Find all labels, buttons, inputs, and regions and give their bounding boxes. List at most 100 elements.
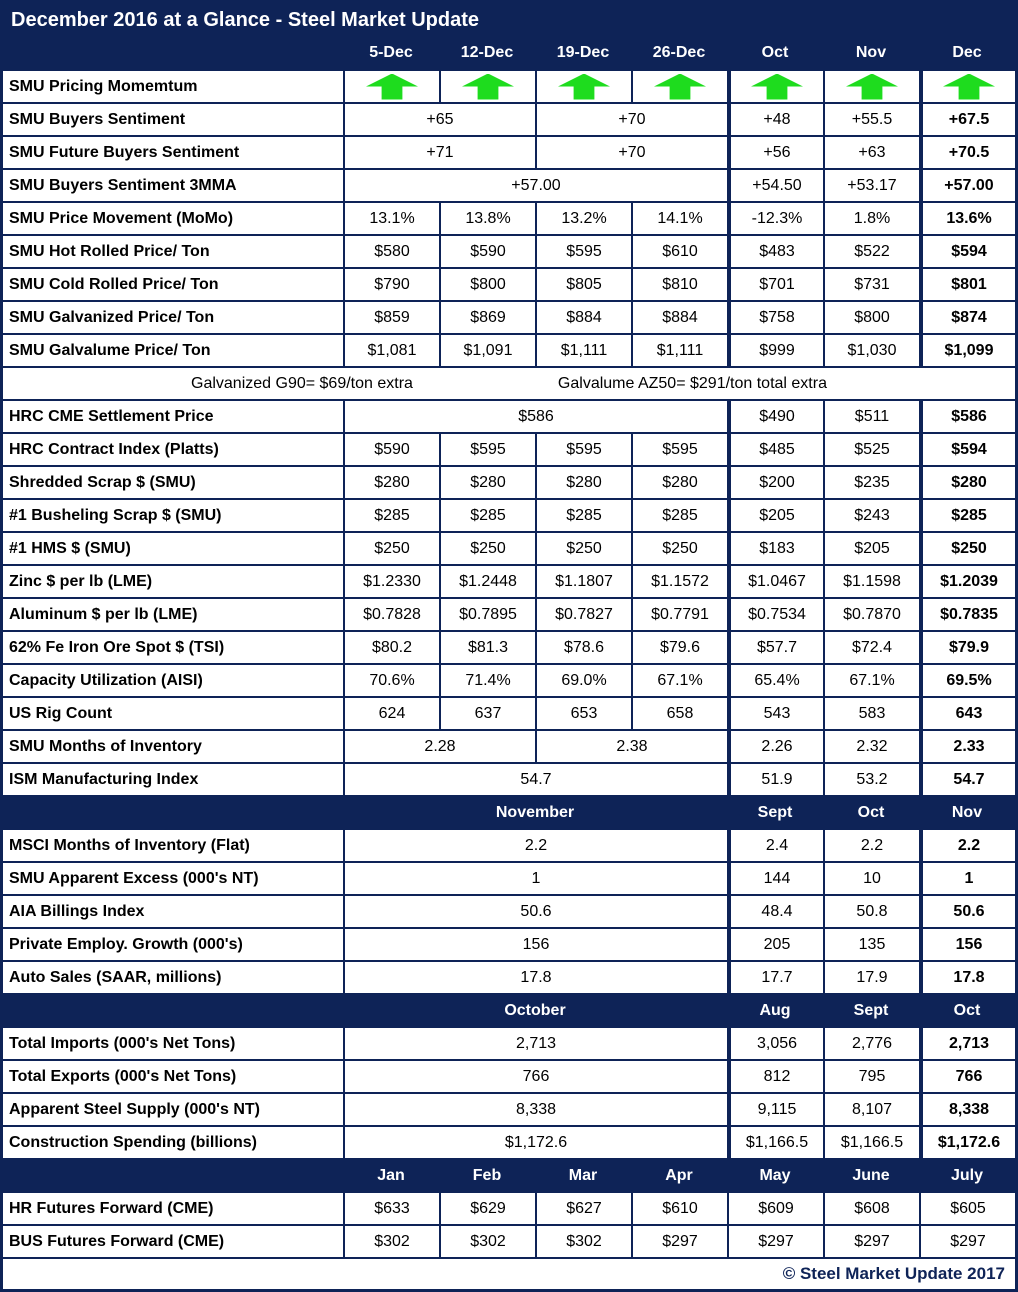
row-label: #1 HMS $ (SMU): [9, 539, 131, 557]
section-header-cell: Oct: [857, 803, 885, 821]
cell: 71.4%: [439, 665, 535, 696]
column-header: 5-Dec: [369, 44, 413, 61]
cell: $1,166.5: [823, 1127, 919, 1158]
cell: $285: [439, 500, 535, 531]
table-row: SMU Buyers Sentiment 3MMA +57.00 +54.50 +53…: [3, 168, 1015, 201]
cell: $297: [823, 1226, 919, 1257]
row-label: SMU Apparent Excess (000's NT): [9, 869, 259, 887]
cell: $1.1598: [823, 566, 919, 597]
cell: $629: [439, 1193, 535, 1224]
cell: $594: [919, 434, 1015, 465]
table-row: Shredded Scrap $ (SMU) $280 $280 $280 $280 $2…: [3, 465, 1015, 498]
table-row: HR Futures Forward (CME) $633 $629 $627 $610…: [3, 1191, 1015, 1224]
corner-blank: [3, 37, 343, 69]
row-label: ISM Manufacturing Index: [9, 770, 199, 788]
cell: $285: [343, 500, 439, 531]
up-arrow-icon: [943, 73, 995, 100]
row-label: BUS Futures Forward (CME): [9, 1232, 225, 1250]
cell: $250: [535, 533, 631, 564]
cell: $525: [823, 434, 919, 465]
cell: [727, 71, 823, 102]
table-row: SMU Future Buyers Sentiment +71 +70 +56 +63 +…: [3, 135, 1015, 168]
cell: [535, 71, 631, 102]
table-row: Total Exports (000's Net Tons) 766 812 795 7…: [3, 1059, 1015, 1092]
row-label: SMU Pricing Momemtum: [9, 77, 198, 95]
table-row: #1 Busheling Scrap $ (SMU) $285 $285 $285 $2…: [3, 498, 1015, 531]
section-header-cell: Aug: [759, 1001, 791, 1019]
section-header-cell: October: [504, 1001, 566, 1019]
cell: [919, 71, 1015, 102]
cell: $243: [823, 500, 919, 531]
cell: $869: [439, 302, 535, 333]
note-text: Galvanized G90= $69/ton extra: [191, 374, 413, 392]
cell: 48.4: [727, 896, 823, 927]
row-label: HR Futures Forward (CME): [9, 1199, 214, 1217]
cell: 2,776: [823, 1028, 919, 1059]
cell: 50.6: [919, 896, 1015, 927]
row-label: [3, 797, 343, 828]
cell: $235: [823, 467, 919, 498]
row-label: [3, 995, 343, 1026]
cell: 69.5%: [919, 665, 1015, 696]
table-row: Capacity Utilization (AISI) 70.6% 71.4% 69.…: [3, 663, 1015, 696]
cell: $610: [631, 1193, 727, 1224]
cell: $0.7895: [439, 599, 535, 630]
cell: 766: [919, 1061, 1015, 1092]
cell: 2.4: [727, 830, 823, 861]
cell: +63: [823, 137, 919, 168]
cell: $999: [727, 335, 823, 366]
cell: $884: [535, 302, 631, 333]
row-label: SMU Months of Inventory: [9, 737, 202, 755]
table-row: Private Employ. Growth (000's) 156 205 135 1…: [3, 927, 1015, 960]
row-label: Capacity Utilization (AISI): [9, 671, 203, 689]
up-arrow-icon: [462, 73, 514, 100]
cell: $80.2: [343, 632, 439, 663]
cell: $280: [535, 467, 631, 498]
table-row: 62% Fe Iron Ore Spot $ (TSI) $80.2 $81.3 $7…: [3, 630, 1015, 663]
cell: $285: [631, 500, 727, 531]
cell: $1,091: [439, 335, 535, 366]
row-label: HRC Contract Index (Platts): [9, 440, 219, 458]
cell: $250: [343, 533, 439, 564]
cell: $805: [535, 269, 631, 300]
cell: 50.8: [823, 896, 919, 927]
cell: 17.7: [727, 962, 823, 993]
cell: 637: [439, 698, 535, 729]
row-label: Private Employ. Growth (000's): [9, 935, 243, 953]
note-row: Galvanized G90= $69/ton extra Galvalume A…: [3, 366, 1015, 399]
cell: 653: [535, 698, 631, 729]
row-label: Apparent Steel Supply (000's NT): [9, 1100, 260, 1118]
table-row: Aluminum $ per lb (LME) $0.7828 $0.7895 $0.…: [3, 597, 1015, 630]
up-arrow-icon: [558, 73, 610, 100]
cell: $731: [823, 269, 919, 300]
cell: 2.38: [535, 731, 727, 762]
cell: +70.5: [919, 137, 1015, 168]
table-row: SMU Price Movement (MoMo) 13.1% 13.8% 13.2%…: [3, 201, 1015, 234]
cell: $57.7: [727, 632, 823, 663]
cell: $859: [343, 302, 439, 333]
section-header-cell: Jan: [377, 1166, 405, 1184]
cell: -12.3%: [727, 203, 823, 234]
table-row: US Rig Count 624 637 653 658 543 583 643: [3, 696, 1015, 729]
section-header-cell: Apr: [665, 1166, 693, 1184]
cell: $72.4: [823, 632, 919, 663]
cell: $1.1807: [535, 566, 631, 597]
cell: $297: [727, 1226, 823, 1257]
up-arrow-icon: [751, 73, 803, 100]
cell: 135: [823, 929, 919, 960]
cell: $81.3: [439, 632, 535, 663]
cell: $790: [343, 269, 439, 300]
cell: 2.26: [727, 731, 823, 762]
column-header: 26-Dec: [652, 44, 706, 61]
cell: $884: [631, 302, 727, 333]
cell: 583: [823, 698, 919, 729]
section-header-cell: May: [759, 1166, 791, 1184]
cell: 2.33: [919, 731, 1015, 762]
cell: 2.32: [823, 731, 919, 762]
cell: $302: [535, 1226, 631, 1257]
cell: [823, 71, 919, 102]
row-label: SMU Galvanized Price/ Ton: [9, 308, 215, 326]
cell: +65: [343, 104, 535, 135]
cell: $758: [727, 302, 823, 333]
cell: $0.7870: [823, 599, 919, 630]
